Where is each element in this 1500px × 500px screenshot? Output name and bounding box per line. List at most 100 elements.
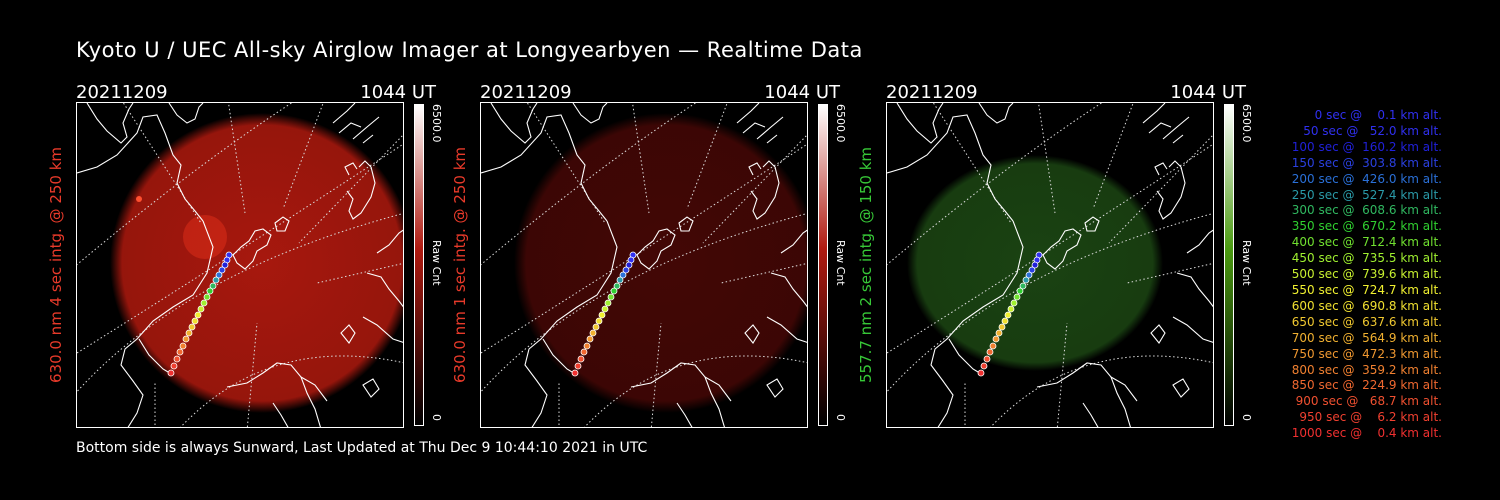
trajectory-point <box>191 317 199 325</box>
trajectory-point <box>998 323 1006 331</box>
trajectory-point <box>577 355 585 363</box>
trajectory-point <box>173 355 181 363</box>
coastline <box>362 316 403 343</box>
trajectory-point <box>616 276 624 284</box>
coastline <box>340 324 356 344</box>
coastline <box>896 103 944 144</box>
colorbar <box>1224 104 1234 426</box>
colorbar-min-wrap: 0 <box>430 414 444 428</box>
graticule-line <box>1126 262 1213 284</box>
panel-time: 1044 UT <box>1170 82 1246 103</box>
allsky-image[interactable] <box>76 102 404 428</box>
trajectory-point <box>589 329 597 337</box>
bright-spot <box>183 215 227 259</box>
coastline <box>572 103 608 124</box>
colorbar-min: 0 <box>1240 414 1253 421</box>
coastline <box>86 103 134 144</box>
coastline <box>1154 160 1186 220</box>
graticule-line <box>227 103 246 214</box>
panel-date: 20211209 <box>480 82 572 103</box>
trajectory-legend-item: 950 sec @ 6.2 km alt. <box>1295 410 1442 425</box>
coastline <box>744 324 760 344</box>
coastline <box>1176 272 1213 308</box>
trajectory-point <box>592 323 600 331</box>
trajectory-point <box>188 323 196 331</box>
allsky-map <box>887 103 1213 427</box>
trajectory-point <box>212 276 220 284</box>
coastline <box>748 160 780 220</box>
trajectory-point <box>1022 276 1030 284</box>
coastline <box>770 272 807 308</box>
panel-time: 1044 UT <box>764 82 840 103</box>
allsky-map <box>77 103 403 427</box>
graticule-line <box>887 213 1213 393</box>
trajectory-point <box>607 293 615 301</box>
panel-wavelength-label: 630.0 nm 1 sec intg. @ 250 km <box>451 146 469 384</box>
trajectory-point <box>194 311 202 319</box>
trajectory-legend-item: 800 sec @ 359.2 km alt. <box>1287 362 1442 377</box>
colorbar-unit: Raw Cnt <box>430 240 443 286</box>
panel-time: 1044 UT <box>360 82 436 103</box>
graticule-line <box>1037 103 1056 214</box>
colorbar-min: 0 <box>834 414 847 421</box>
panel-date: 20211209 <box>886 82 978 103</box>
trajectory-point <box>995 329 1003 337</box>
colorbar-max-wrap: 6500.0 <box>1240 104 1254 154</box>
coastline <box>887 114 1014 222</box>
coastline <box>1172 378 1190 398</box>
trajectory-point <box>598 311 606 319</box>
coastline <box>1036 362 1131 427</box>
coastline <box>678 216 694 232</box>
trajectory-legend-item: 900 sec @ 68.7 km alt. <box>1291 394 1442 409</box>
trajectory-legend-item: 550 sec @ 724.7 km alt. <box>1287 282 1442 297</box>
coastline <box>630 362 725 427</box>
trajectory-point <box>583 342 591 350</box>
trajectory-point <box>200 299 208 307</box>
colorbar-unit-wrap: Raw Cnt <box>834 240 848 300</box>
graticule-line <box>77 103 293 266</box>
trajectory-point <box>595 317 603 325</box>
trajectory-point <box>221 261 229 269</box>
graticule-line <box>481 213 807 393</box>
trajectory-point <box>622 266 630 274</box>
coastline <box>362 378 380 398</box>
trajectory-point <box>613 282 621 290</box>
trajectory-point <box>1019 282 1027 290</box>
airglow-field <box>514 113 807 413</box>
trajectory-legend-item: 400 sec @ 712.4 km alt. <box>1287 235 1442 250</box>
allsky-image[interactable] <box>886 102 1214 428</box>
coastline <box>232 228 272 270</box>
trajectory-point <box>1004 311 1012 319</box>
coastline <box>1082 402 1099 427</box>
imager-panel-1: 20211209 1044 UT 630.0 nm 4 sec intg. @ … <box>47 80 443 430</box>
trajectory-legend-item: 200 sec @ 426.0 km alt. <box>1287 171 1442 186</box>
trajectory-point <box>983 355 991 363</box>
colorbar-max: 6500.0 <box>430 104 443 143</box>
colorbar-min: 0 <box>430 414 443 421</box>
trajectory-point <box>185 329 193 337</box>
colorbar-unit-wrap: Raw Cnt <box>430 240 444 300</box>
coastline <box>1084 216 1100 232</box>
coastline <box>676 402 693 427</box>
colorbar-max: 6500.0 <box>834 104 847 143</box>
coastline <box>524 220 618 427</box>
imager-panel-2: 20211209 1044 UT 630.0 nm 1 sec intg. @ … <box>451 80 847 430</box>
graticule-line <box>1108 134 1213 244</box>
trajectory-point <box>571 369 579 377</box>
coastline <box>736 103 766 134</box>
trajectory-point <box>218 266 226 274</box>
trajectory-point <box>610 287 618 295</box>
bright-dot <box>136 196 142 202</box>
graticule-line <box>180 355 403 427</box>
trajectory-legend-item: 250 sec @ 527.4 km alt. <box>1287 187 1442 202</box>
trajectory-legend-item: 350 sec @ 670.2 km alt. <box>1287 219 1442 234</box>
trajectory-legend-item: 850 sec @ 224.9 km alt. <box>1287 378 1442 393</box>
colorbar-max: 6500.0 <box>1240 104 1253 143</box>
graticule-line <box>584 355 807 427</box>
trajectory-legend-item: 700 sec @ 564.9 km alt. <box>1287 330 1442 345</box>
coastline <box>332 103 362 134</box>
allsky-image[interactable] <box>480 102 808 428</box>
coastline <box>930 220 1024 427</box>
footer-status: Bottom side is always Sunward, Last Upda… <box>76 440 648 456</box>
trajectory-point <box>980 362 988 370</box>
